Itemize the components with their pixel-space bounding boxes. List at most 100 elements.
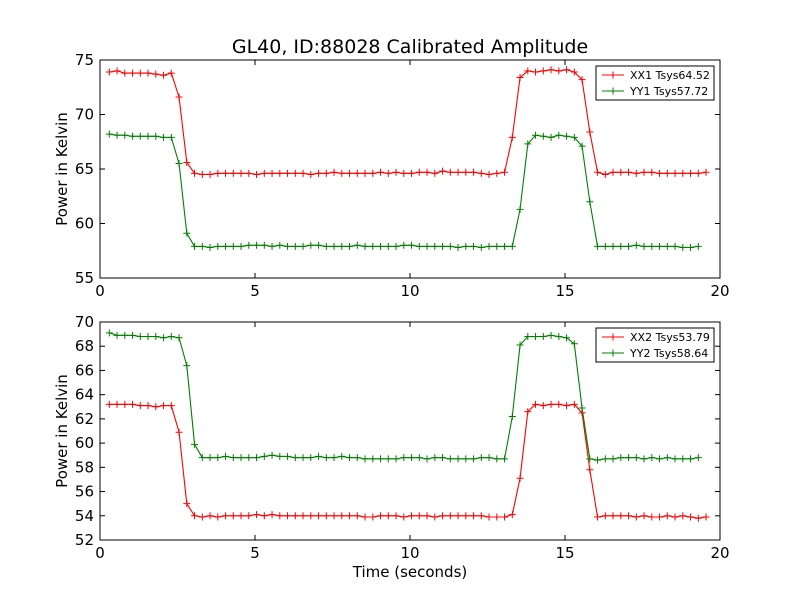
data-point — [144, 132, 152, 140]
data-point — [694, 169, 702, 177]
data-point — [152, 70, 160, 78]
data-point — [446, 512, 454, 520]
data-point — [253, 170, 261, 178]
data-point — [656, 169, 664, 177]
legend-box — [595, 65, 715, 101]
data-point — [508, 511, 516, 519]
data-point — [454, 455, 462, 463]
data-point — [284, 169, 292, 177]
x-tick-label: 10 — [400, 544, 419, 562]
y-tick-label: 70 — [75, 106, 94, 124]
legend-label: XX2 Tsys53.79 — [630, 331, 710, 344]
data-point — [485, 242, 493, 250]
data-point — [206, 170, 214, 178]
legend-label: YY1 Tsys57.72 — [629, 85, 708, 98]
x-tick-label: 10 — [400, 282, 419, 300]
data-point — [663, 169, 671, 177]
data-point — [191, 242, 199, 250]
data-point — [656, 513, 664, 521]
data-point — [656, 242, 664, 250]
data-point — [136, 132, 144, 140]
data-point — [400, 241, 408, 249]
data-point — [586, 198, 594, 206]
data-point — [671, 455, 679, 463]
data-point — [377, 168, 385, 176]
data-point — [268, 511, 276, 519]
data-point — [191, 169, 199, 177]
data-point — [361, 513, 369, 521]
data-point — [105, 68, 113, 76]
data-point — [338, 452, 346, 460]
data-point — [129, 400, 137, 408]
data-point — [260, 169, 268, 177]
data-point — [392, 512, 400, 520]
data-point — [640, 242, 648, 250]
data-point — [160, 402, 168, 410]
x-tick-label: 5 — [250, 544, 260, 562]
data-point — [617, 242, 625, 250]
data-point — [113, 331, 121, 339]
data-point — [439, 242, 447, 250]
data-point — [431, 169, 439, 177]
data-point — [198, 170, 206, 178]
data-point — [485, 170, 493, 178]
data-point — [570, 133, 578, 141]
data-point — [617, 454, 625, 462]
data-point — [702, 168, 710, 176]
data-point — [237, 454, 245, 462]
data-point — [601, 512, 609, 520]
data-point — [632, 241, 640, 249]
data-point — [113, 67, 121, 75]
data-point — [160, 133, 168, 141]
data-point — [524, 333, 532, 341]
data-point — [477, 243, 485, 251]
data-point — [369, 169, 377, 177]
data-point — [493, 513, 501, 521]
data-point — [601, 170, 609, 178]
data-point — [346, 454, 354, 462]
data-point — [307, 170, 315, 178]
data-point — [632, 513, 640, 521]
legend-box — [595, 327, 715, 363]
data-point — [687, 513, 695, 521]
data-point — [632, 454, 640, 462]
data-point — [586, 128, 594, 136]
data-point — [175, 93, 183, 101]
data-point — [113, 400, 121, 408]
data-point — [408, 454, 416, 462]
data-point — [493, 242, 501, 250]
data-point — [175, 160, 183, 168]
data-point — [516, 205, 524, 213]
data-point — [276, 512, 284, 520]
data-point — [369, 513, 377, 521]
data-point — [625, 168, 633, 176]
data-point — [136, 333, 144, 341]
data-point — [640, 168, 648, 176]
data-point — [229, 454, 237, 462]
data-point — [671, 169, 679, 177]
data-point — [315, 169, 323, 177]
data-point — [477, 454, 485, 462]
data-point — [105, 329, 113, 337]
data-point — [439, 512, 447, 520]
data-point — [384, 512, 392, 520]
data-point — [586, 466, 594, 474]
data-point — [400, 513, 408, 521]
data-point — [322, 169, 330, 177]
data-point — [384, 242, 392, 250]
legend-label: YY2 Tsys58.64 — [629, 347, 708, 360]
data-point — [160, 71, 168, 79]
data-point — [353, 454, 361, 462]
data-point — [687, 169, 695, 177]
data-point — [167, 69, 175, 77]
data-point — [594, 456, 602, 464]
x-tick-label: 0 — [95, 282, 105, 300]
data-point — [694, 454, 702, 462]
data-point — [625, 512, 633, 520]
chart-title: GL40, ID:88028 Calibrated Amplitude — [232, 36, 588, 58]
data-point — [663, 512, 671, 520]
data-point — [702, 513, 710, 521]
y-tick-label: 58 — [75, 458, 94, 476]
data-point — [315, 241, 323, 249]
data-point — [160, 334, 168, 342]
